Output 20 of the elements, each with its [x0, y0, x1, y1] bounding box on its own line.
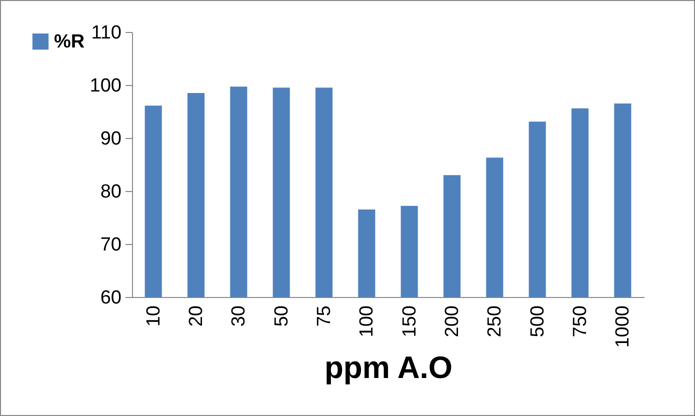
x-tick-label: 250 [484, 306, 506, 338]
x-tick-label: 100 [356, 306, 378, 338]
y-tick-label: 60 [100, 288, 122, 308]
x-tick-label: 30 [228, 306, 250, 327]
y-tick-label: 100 [90, 76, 122, 96]
x-tick-label: 10 [143, 306, 164, 327]
x-axis-title: ppm A.O [324, 350, 453, 385]
x-tick-label: 50 [271, 306, 292, 327]
x-tick-label: 75 [314, 306, 335, 327]
x-tick-label: 20 [186, 306, 207, 327]
x-tick-label: 750 [570, 306, 591, 338]
x-tick-label: 150 [399, 306, 420, 338]
x-tick-label: 500 [527, 306, 548, 338]
y-tick-label: 70 [100, 234, 122, 256]
x-tick-label: 1000 [612, 306, 634, 348]
y-tick-label: 80 [100, 182, 122, 202]
x-tick-label: 200 [442, 306, 463, 338]
y-tick-label: 90 [100, 128, 122, 150]
legend-label: %R [54, 32, 85, 52]
y-tick-label: 110 [91, 22, 122, 44]
